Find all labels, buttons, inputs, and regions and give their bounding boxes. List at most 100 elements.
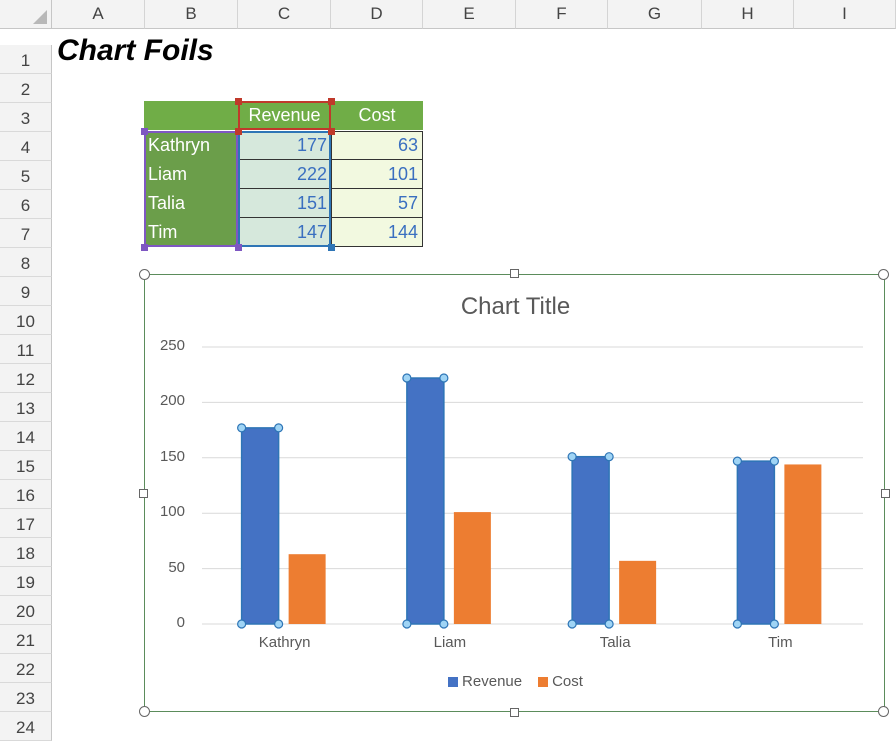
selection-handle[interactable] — [328, 128, 335, 135]
chart-resize-handle[interactable] — [510, 708, 519, 717]
row-header-16[interactable]: 16 — [0, 480, 52, 509]
row-header-7[interactable]: 7 — [0, 219, 52, 248]
revenue-cell[interactable]: 177 — [238, 131, 331, 160]
name-cell[interactable]: Talia — [144, 189, 238, 218]
series-selection-handle[interactable] — [769, 619, 779, 629]
series-selection-handle[interactable] — [567, 452, 577, 462]
cost-cell[interactable]: 101 — [331, 160, 423, 189]
series-selection-handle[interactable] — [732, 456, 742, 466]
series-selection-handle[interactable] — [274, 423, 284, 433]
legend-item-revenue[interactable]: Revenue — [448, 673, 522, 690]
column-header-b[interactable]: B — [145, 0, 238, 29]
column-header-e[interactable]: E — [423, 0, 516, 29]
revenue-cell[interactable]: 147 — [238, 218, 331, 247]
chart-resize-handle[interactable] — [881, 489, 890, 498]
select-all-corner[interactable] — [0, 0, 52, 29]
row-header-20[interactable]: 20 — [0, 596, 52, 625]
bar-revenue-liam[interactable] — [406, 377, 445, 625]
row-header-22[interactable]: 22 — [0, 654, 52, 683]
row-header-21[interactable]: 21 — [0, 625, 52, 654]
bar-cost-liam[interactable] — [453, 512, 491, 624]
row-header-17[interactable]: 17 — [0, 509, 52, 538]
chart-area[interactable]: Chart Title 250 200 150 100 50 0 Kathryn Liam T… — [144, 274, 885, 712]
header-cost[interactable]: Cost — [331, 101, 423, 130]
selection-handle[interactable] — [235, 98, 242, 105]
cost-cell[interactable]: 63 — [331, 131, 423, 160]
cost-cell[interactable]: 144 — [331, 218, 423, 247]
revenue-cell[interactable]: 151 — [238, 189, 331, 218]
selection-handle[interactable] — [235, 244, 242, 251]
series-selection-handle[interactable] — [604, 619, 614, 629]
table-corner-cell[interactable] — [144, 101, 238, 130]
chart-resize-handle[interactable] — [510, 269, 519, 278]
column-header-f[interactable]: F — [516, 0, 608, 29]
chart-resize-handle[interactable] — [139, 489, 148, 498]
series-selection-handle[interactable] — [402, 619, 412, 629]
row-header-24[interactable]: 24 — [0, 712, 52, 741]
row-header-23[interactable]: 23 — [0, 683, 52, 712]
selection-handle[interactable] — [141, 244, 148, 251]
column-header-d[interactable]: D — [331, 0, 423, 29]
cost-cell[interactable]: 57 — [331, 189, 423, 218]
row-header-5[interactable]: 5 — [0, 161, 52, 190]
series-selection-handle[interactable] — [769, 456, 779, 466]
name-cell[interactable]: Liam — [144, 160, 238, 189]
selection-handle[interactable] — [328, 98, 335, 105]
series-selection-handle[interactable] — [439, 373, 449, 383]
series-selection-handle[interactable] — [439, 619, 449, 629]
series-selection-handle[interactable] — [402, 373, 412, 383]
row-header-1[interactable]: 1 — [0, 45, 52, 74]
x-category-label: Liam — [433, 634, 467, 651]
bar-revenue-kathryn[interactable] — [240, 427, 280, 625]
column-header-a[interactable]: A — [52, 0, 145, 29]
row-header-8[interactable]: 8 — [0, 248, 52, 277]
selection-handle[interactable] — [235, 128, 242, 135]
row-header-14[interactable]: 14 — [0, 422, 52, 451]
name-cell[interactable]: Kathryn — [144, 131, 238, 160]
name-cell[interactable]: Tim — [144, 218, 238, 247]
row-header-19[interactable]: 19 — [0, 567, 52, 596]
chart-title[interactable]: Chart Title — [460, 293, 571, 320]
column-header-c[interactable]: C — [238, 0, 331, 29]
header-revenue[interactable]: Revenue — [238, 101, 331, 130]
column-header-g[interactable]: G — [608, 0, 702, 29]
row-header-3[interactable]: 3 — [0, 103, 52, 132]
chart-resize-handle[interactable] — [878, 706, 889, 717]
revenue-cell[interactable]: 222 — [238, 160, 331, 189]
legend-item-cost[interactable]: Cost — [538, 673, 583, 690]
chart-plot[interactable] — [145, 275, 886, 713]
bar-revenue-talia[interactable] — [571, 455, 610, 625]
series-selection-handle[interactable] — [237, 619, 247, 629]
series-selection-handle[interactable] — [274, 619, 284, 629]
selection-handle[interactable] — [141, 128, 148, 135]
x-category-label: Kathryn — [258, 634, 311, 651]
row-header-15[interactable]: 15 — [0, 451, 52, 480]
row-header-9[interactable]: 9 — [0, 277, 52, 306]
legend-label-revenue: Revenue — [462, 673, 523, 690]
chart-resize-handle[interactable] — [139, 706, 150, 717]
row-header-10[interactable]: 10 — [0, 306, 52, 335]
selection-handle[interactable] — [328, 244, 335, 251]
bar-cost-talia[interactable] — [619, 560, 657, 624]
column-header-i[interactable]: I — [794, 0, 896, 29]
row-header-11[interactable]: 11 — [0, 335, 52, 364]
chart-resize-handle[interactable] — [878, 269, 889, 280]
series-selection-handle[interactable] — [604, 452, 614, 462]
chart-legend[interactable]: Revenue Cost — [145, 673, 886, 690]
y-tick-label: 100 — [159, 503, 185, 521]
series-selection-handle[interactable] — [732, 619, 742, 629]
row-header-13[interactable]: 13 — [0, 393, 52, 422]
bar-cost-kathryn[interactable] — [288, 554, 326, 624]
row-header-18[interactable]: 18 — [0, 538, 52, 567]
bar-cost-tim[interactable] — [784, 464, 822, 624]
row-header-6[interactable]: 6 — [0, 190, 52, 219]
column-header-h[interactable]: H — [702, 0, 794, 29]
series-selection-handle[interactable] — [567, 619, 577, 629]
row-header-4[interactable]: 4 — [0, 132, 52, 161]
chart-resize-handle[interactable] — [139, 269, 150, 280]
y-tick-label: 250 — [159, 337, 185, 354]
row-header-2[interactable]: 2 — [0, 74, 52, 103]
bar-revenue-tim[interactable] — [736, 460, 776, 625]
row-header-12[interactable]: 12 — [0, 364, 52, 393]
series-selection-handle[interactable] — [237, 423, 247, 433]
